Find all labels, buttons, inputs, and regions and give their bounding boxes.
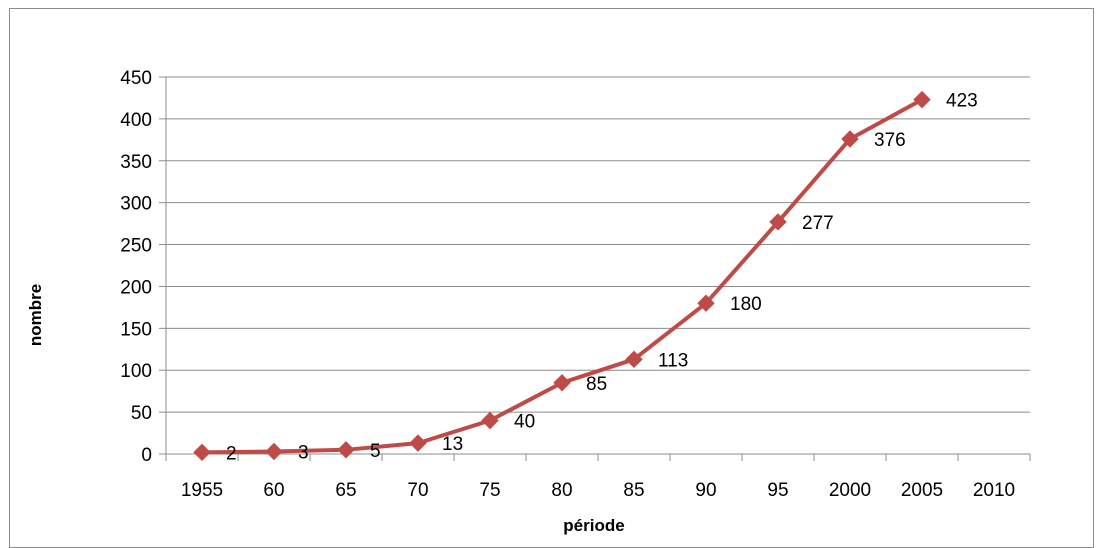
data-label: 3 xyxy=(298,442,309,463)
data-point-marker xyxy=(913,90,931,109)
data-point-marker xyxy=(409,434,427,452)
y-tick-label: 0 xyxy=(141,445,152,466)
x-tick-label: 2010 xyxy=(973,480,1015,501)
data-label: 113 xyxy=(658,350,688,371)
data-point-marker xyxy=(697,294,715,312)
y-axis-title: nombre xyxy=(26,284,45,346)
y-axis-ticks: 0 50 100 150 200 250 300 350 400 450 xyxy=(120,68,166,466)
data-point-marker xyxy=(265,442,283,461)
data-label: 85 xyxy=(586,374,607,395)
x-tick-label: 75 xyxy=(479,480,500,501)
gridlines xyxy=(166,76,1030,413)
data-point-marker xyxy=(553,374,571,392)
x-tick-label: 90 xyxy=(695,480,716,501)
data-point-marker xyxy=(337,441,355,459)
series-line xyxy=(201,97,923,455)
y-tick-label: 250 xyxy=(120,236,152,257)
y-tick-label: 450 xyxy=(120,68,152,89)
x-tick-label: 95 xyxy=(767,480,788,501)
data-label: 13 xyxy=(442,434,463,455)
series-group xyxy=(193,90,931,462)
data-label: 376 xyxy=(874,130,906,151)
data-point-marker xyxy=(625,350,643,369)
y-tick-label: 50 xyxy=(131,403,152,424)
y-tick-label: 350 xyxy=(120,152,152,173)
data-label: 2 xyxy=(226,443,237,464)
x-axis-title: période xyxy=(563,516,624,535)
y-tick-label: 400 xyxy=(120,110,152,131)
y-tick-label: 150 xyxy=(120,319,152,340)
y-tick-label: 100 xyxy=(120,361,152,382)
data-point-marker xyxy=(841,130,859,148)
data-label: 277 xyxy=(802,213,834,234)
x-tick-label: 60 xyxy=(263,480,284,501)
data-point-marker xyxy=(769,213,787,231)
x-tick-label: 1955 xyxy=(181,480,223,501)
x-tick-label: 65 xyxy=(335,480,356,501)
data-label: 423 xyxy=(946,91,978,112)
x-tick-label: 70 xyxy=(407,480,428,501)
data-labels: 2 3 5 13 40 85 113 180 277 376 423 xyxy=(226,91,978,465)
x-tick-label: 85 xyxy=(623,480,644,501)
x-tick-label: 2000 xyxy=(829,480,871,501)
x-axis-ticks: 1955 60 65 70 75 80 85 90 95 2000 2005 2010 xyxy=(165,454,1031,501)
line-chart: 0 50 100 150 200 250 300 350 400 450 1955 60 65 70 75… xyxy=(26,68,1031,535)
y-tick-label: 200 xyxy=(120,277,152,298)
chart-frame xyxy=(9,8,1094,548)
x-tick-label: 80 xyxy=(551,480,572,501)
data-label: 5 xyxy=(370,441,381,462)
y-tick-label: 300 xyxy=(120,194,152,215)
data-label: 40 xyxy=(514,411,535,432)
x-tick-label: 2005 xyxy=(901,480,943,501)
data-label: 180 xyxy=(730,294,762,315)
data-point-marker xyxy=(481,411,499,430)
data-point-marker xyxy=(193,443,211,462)
